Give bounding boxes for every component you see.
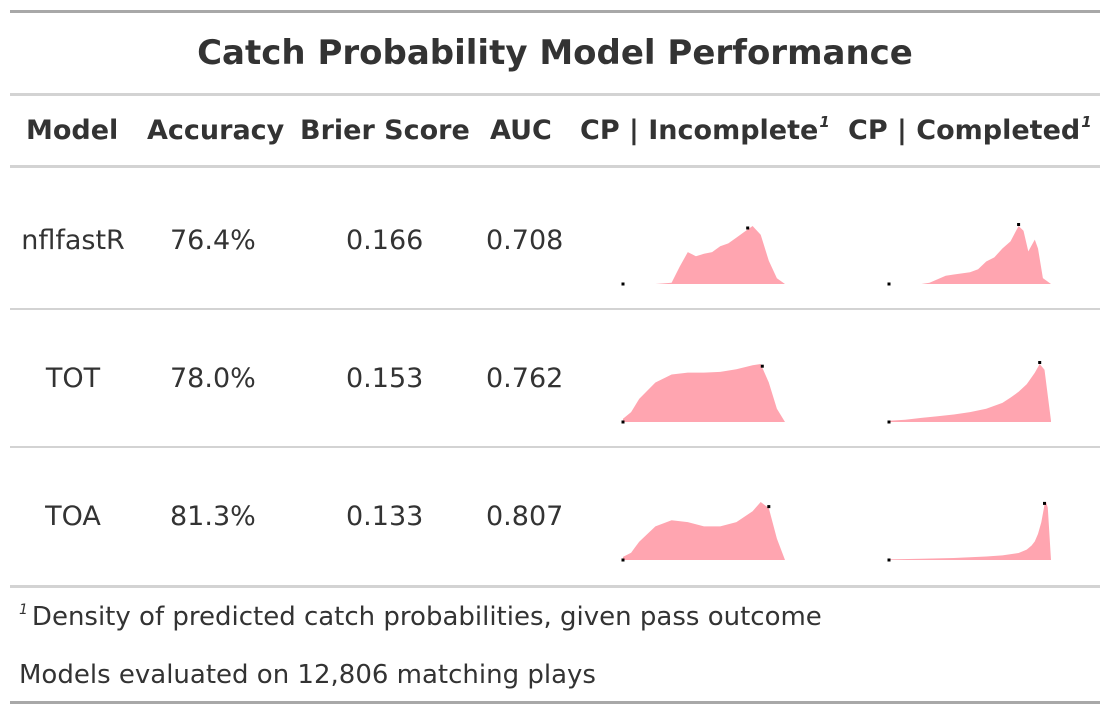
model-cell: TOA — [45, 501, 101, 532]
density-area — [623, 226, 785, 284]
model-cell: nflfastR — [21, 225, 125, 256]
density-area — [889, 226, 1051, 284]
table-row: nflfastR 76.4% 0.166 0.708 — [10, 171, 1100, 310]
density-area — [623, 502, 785, 560]
density-min-marker — [621, 558, 625, 562]
accuracy-cell: 81.3% — [170, 501, 256, 532]
footnote-1: 1 Density of predicted catch probabilitie… — [19, 602, 822, 632]
table-row: TOA 81.3% 0.133 0.807 — [10, 447, 1100, 586]
density-max-marker — [1038, 361, 1042, 364]
col-header-cp-incomplete: CP | Incomplete1 — [580, 96, 830, 168]
brier-cell: 0.166 — [346, 225, 424, 256]
footnote-mark: 1 — [1081, 113, 1092, 131]
footnote-mark: 1 — [19, 602, 28, 618]
cp-incomplete-sparkline — [618, 171, 798, 310]
accuracy-cell: 78.0% — [170, 363, 256, 394]
footnote-text: Density of predicted catch probabilities… — [31, 602, 822, 632]
auc-cell: 0.708 — [486, 225, 564, 256]
brier-cell: 0.153 — [346, 363, 424, 394]
density-sparkline-svg — [621, 226, 785, 286]
col-header-model: Model — [26, 115, 119, 146]
brier-cell: 0.133 — [346, 501, 424, 532]
col-header-brier: Brier Score — [300, 115, 470, 146]
density-max-marker — [767, 505, 771, 509]
density-area — [889, 364, 1051, 422]
col-header-cp-completed-label: CP | Completed — [848, 115, 1081, 146]
cp-completed-sparkline — [884, 309, 1064, 448]
cp-incomplete-sparkline — [618, 447, 798, 586]
density-sparkline-svg — [621, 364, 785, 424]
model-cell: TOT — [45, 363, 101, 394]
auc-cell: 0.762 — [486, 363, 564, 394]
density-area — [889, 502, 1051, 560]
cp-incomplete-sparkline — [618, 309, 798, 448]
density-min-marker — [887, 282, 891, 286]
gt-table: Catch Probability Model Performance Mode… — [10, 10, 1100, 704]
col-header-cp-completed: CP | Completed1 — [848, 96, 1092, 168]
table-row: TOT 78.0% 0.153 0.762 — [10, 309, 1100, 448]
density-min-marker — [621, 420, 625, 424]
density-max-marker — [1017, 223, 1021, 226]
footnote-mark: 1 — [819, 113, 830, 131]
density-max-marker — [760, 364, 764, 368]
source-note: Models evaluated on 12,806 matching play… — [19, 660, 596, 690]
density-max-marker — [746, 226, 750, 230]
auc-cell: 0.807 — [486, 501, 564, 532]
cp-completed-sparkline — [884, 447, 1064, 586]
table-footer: 1 Density of predicted catch probabilitie… — [10, 585, 1100, 704]
col-header-auc: AUC — [490, 115, 552, 146]
cp-completed-sparkline — [884, 171, 1064, 310]
col-header-cp-incomplete-label: CP | Incomplete — [580, 115, 819, 146]
density-min-marker — [887, 558, 891, 562]
density-min-marker — [887, 420, 891, 424]
density-max-marker — [1043, 501, 1046, 505]
col-header-accuracy: Accuracy — [147, 115, 285, 146]
density-sparkline-svg — [887, 361, 1051, 424]
column-header-row: Model Accuracy Brier Score AUC CP | Inco… — [10, 96, 1100, 168]
density-area — [623, 364, 785, 422]
accuracy-cell: 76.4% — [170, 225, 256, 256]
density-sparkline-svg — [621, 502, 785, 562]
density-min-marker — [621, 282, 625, 286]
table-title: Catch Probability Model Performance — [10, 13, 1100, 96]
density-sparkline-svg — [887, 501, 1051, 562]
density-sparkline-svg — [887, 223, 1051, 286]
